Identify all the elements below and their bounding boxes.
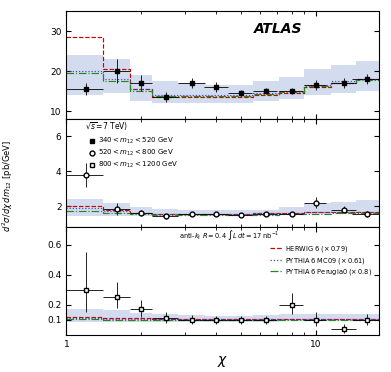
Legend: $340 < m_{12} < 520$ GeV, $520 < m_{12} < 800$ GeV, $800 < m_{12} < 1200$ GeV: $340 < m_{12} < 520$ GeV, $520 < m_{12} … bbox=[89, 135, 179, 171]
Text: $\sqrt{s}$=7 TeV): $\sqrt{s}$=7 TeV) bbox=[85, 120, 129, 132]
X-axis label: $\chi$: $\chi$ bbox=[217, 354, 228, 369]
Text: $d^2\sigma/d\chi\,dm_{12}$ [pb/GeV]: $d^2\sigma/d\chi\,dm_{12}$ [pb/GeV] bbox=[1, 140, 15, 232]
Text: ATLAS: ATLAS bbox=[254, 22, 303, 36]
Legend: HERWIG 6 ($\times\,0.79$), PYTHIA 6 MC09 ($\times\,0.61$), PYTHIA 6 Perugia0 ($\: HERWIG 6 ($\times\,0.79$), PYTHIA 6 MC09… bbox=[270, 243, 373, 278]
Text: anti-$k_t$ $R=0.4$ $\int L\,dt{=}17$ nb$^{-1}$: anti-$k_t$ $R=0.4$ $\int L\,dt{=}17$ nb$… bbox=[179, 228, 280, 242]
